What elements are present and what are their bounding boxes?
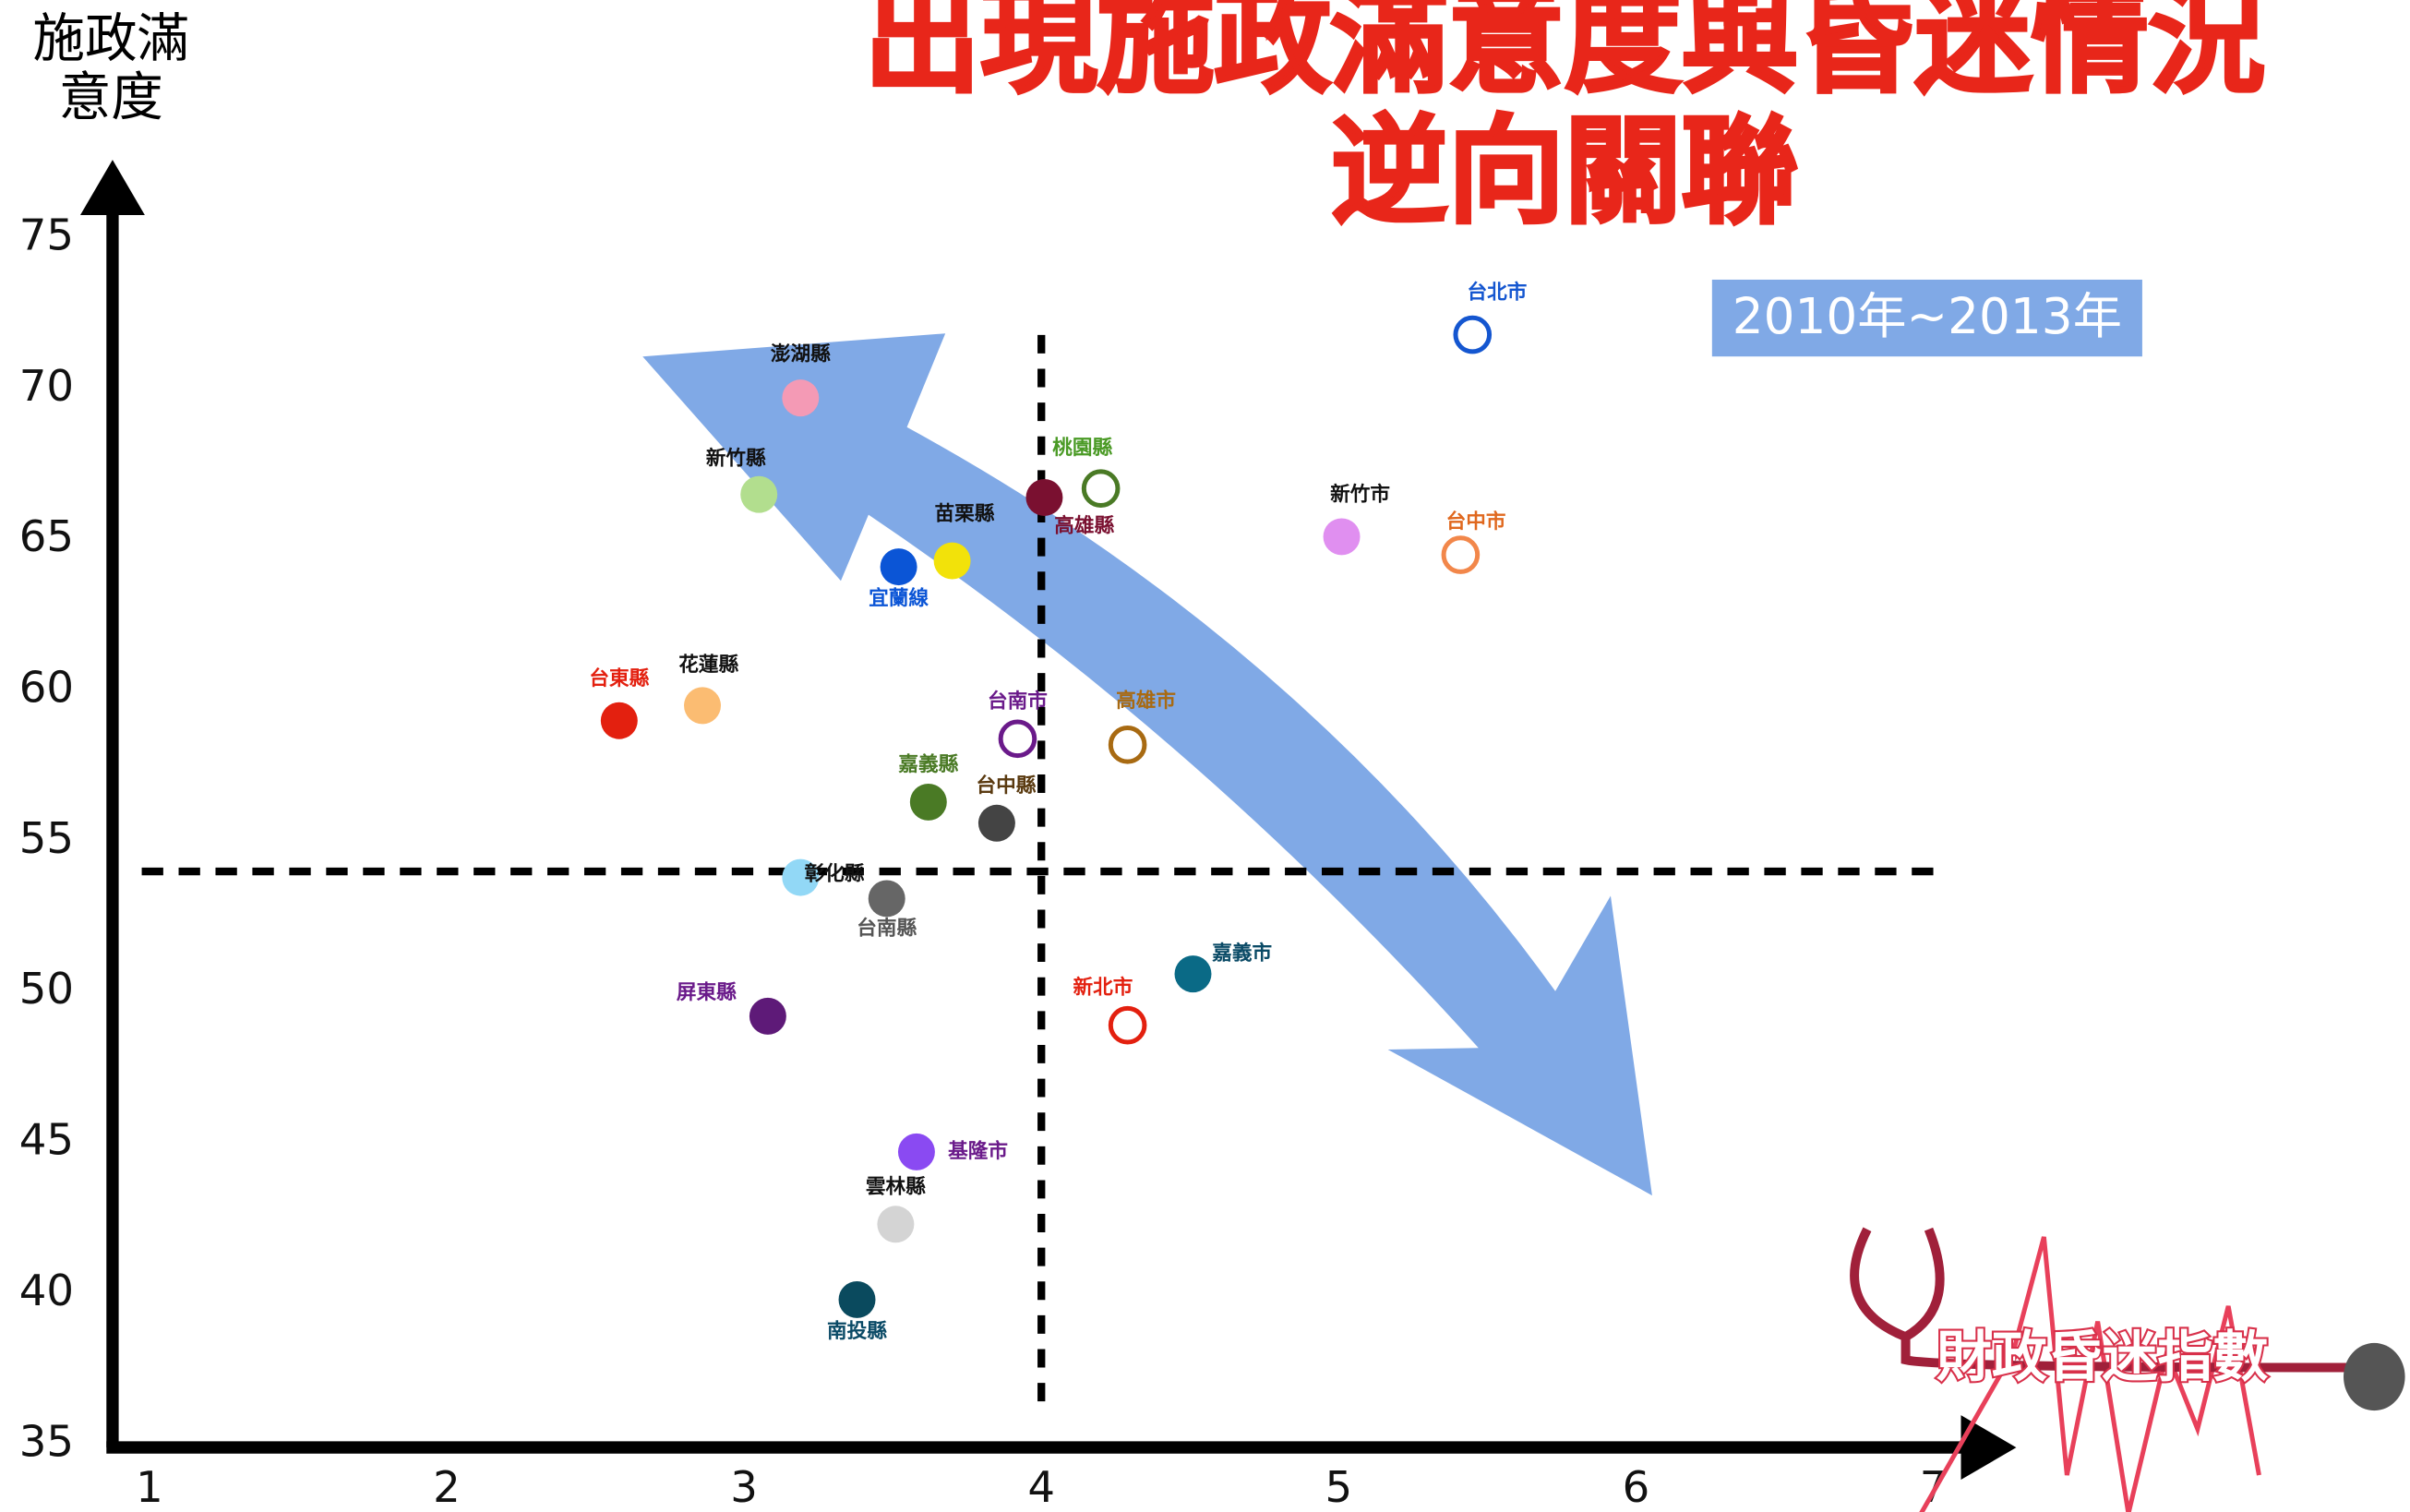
data-point [1453, 315, 1493, 354]
point-label: 高雄市 [1116, 689, 1176, 713]
stethoscope [1850, 1227, 2352, 1373]
point-label: 台北市 [1467, 281, 1527, 305]
x-tick-label: 4 [1027, 1462, 1055, 1512]
point-label: 台南市 [988, 689, 1048, 713]
badge: 2010年~2013年 [1733, 288, 2122, 345]
point-label: 南投縣 [827, 1320, 887, 1343]
point-label: 花蓮縣 [678, 653, 738, 677]
data-point [909, 783, 947, 821]
chart-title: 逆向關聯 [1331, 102, 1798, 239]
y-tick-label: 70 [19, 361, 74, 411]
point-label: 澎湖縣 [771, 343, 831, 366]
data-point [1025, 478, 1063, 516]
data-point [1108, 726, 1147, 764]
x-axis-arrow [1960, 1415, 2017, 1481]
data-point [877, 1206, 915, 1243]
y-tick-label: 65 [19, 511, 74, 561]
point-label: 嘉義市 [1212, 941, 1272, 965]
point-label: 高雄縣 [1054, 514, 1114, 538]
data-point [740, 475, 778, 513]
y-tick-label: 35 [19, 1416, 74, 1466]
data-point [684, 687, 721, 725]
point-label: 台南縣 [857, 917, 917, 941]
data-point [977, 804, 1015, 842]
point-label: 嘉義縣 [898, 752, 958, 776]
point-label: 台東縣 [589, 666, 649, 690]
x-tick-label: 3 [730, 1462, 758, 1512]
point-label: 苗栗縣 [934, 503, 994, 526]
y-axis-arrow [79, 160, 145, 216]
data-point [998, 719, 1037, 759]
x-tick-label: 2 [433, 1462, 461, 1512]
point-label: 新竹市 [1330, 482, 1390, 506]
x-tick-label: 6 [1623, 1462, 1650, 1512]
point-label: 屏東縣 [677, 981, 737, 1004]
data-point [1108, 1005, 1147, 1045]
data-point [897, 1133, 935, 1170]
y-tick-label: 45 [19, 1115, 74, 1165]
data-point [880, 548, 917, 586]
data-point [1174, 955, 1212, 993]
y-tick-label: 40 [19, 1266, 74, 1315]
y-axis-label: 施政滿 [32, 8, 189, 69]
point-label: 雲林縣 [866, 1175, 926, 1198]
point-label: 彰化縣 [804, 861, 864, 885]
point-label: 新北市 [1073, 976, 1133, 1000]
data-point [868, 880, 905, 918]
point-label: 台中市 [1446, 510, 1506, 534]
data-point [600, 702, 638, 739]
badge-bg [1711, 279, 2142, 357]
x-axis-label: 財政昏迷指數 [1936, 1325, 2269, 1389]
logo: 財政昏迷指數 [1850, 1227, 2405, 1512]
y-tick-label: 55 [19, 813, 74, 863]
point-label: 台中縣 [976, 774, 1036, 798]
point-label: 桃園縣 [1052, 437, 1112, 460]
data-point [782, 379, 820, 417]
y-axis-label: 意度 [59, 66, 163, 127]
y-tick-label: 50 [19, 964, 74, 1014]
stethoscope-head [2343, 1342, 2405, 1411]
x-tick-label: 1 [136, 1462, 163, 1512]
data-point [933, 542, 971, 580]
trend-arrow [642, 333, 1652, 1196]
chart-title: 出現施政滿意度與昏迷情況 [864, 0, 2265, 109]
data-point [749, 997, 786, 1035]
y-tick-label: 60 [19, 663, 74, 713]
point-label: 新竹縣 [706, 446, 766, 470]
y-tick-label: 75 [19, 210, 74, 260]
x-tick-label: 5 [1325, 1462, 1352, 1512]
point-label: 宜蘭線 [869, 586, 929, 610]
data-point [1441, 535, 1481, 574]
data-point [782, 858, 820, 896]
point-label: 基隆市 [948, 1139, 1008, 1163]
data-point [1323, 518, 1361, 556]
data-point [1081, 469, 1121, 508]
data-point [838, 1280, 876, 1318]
